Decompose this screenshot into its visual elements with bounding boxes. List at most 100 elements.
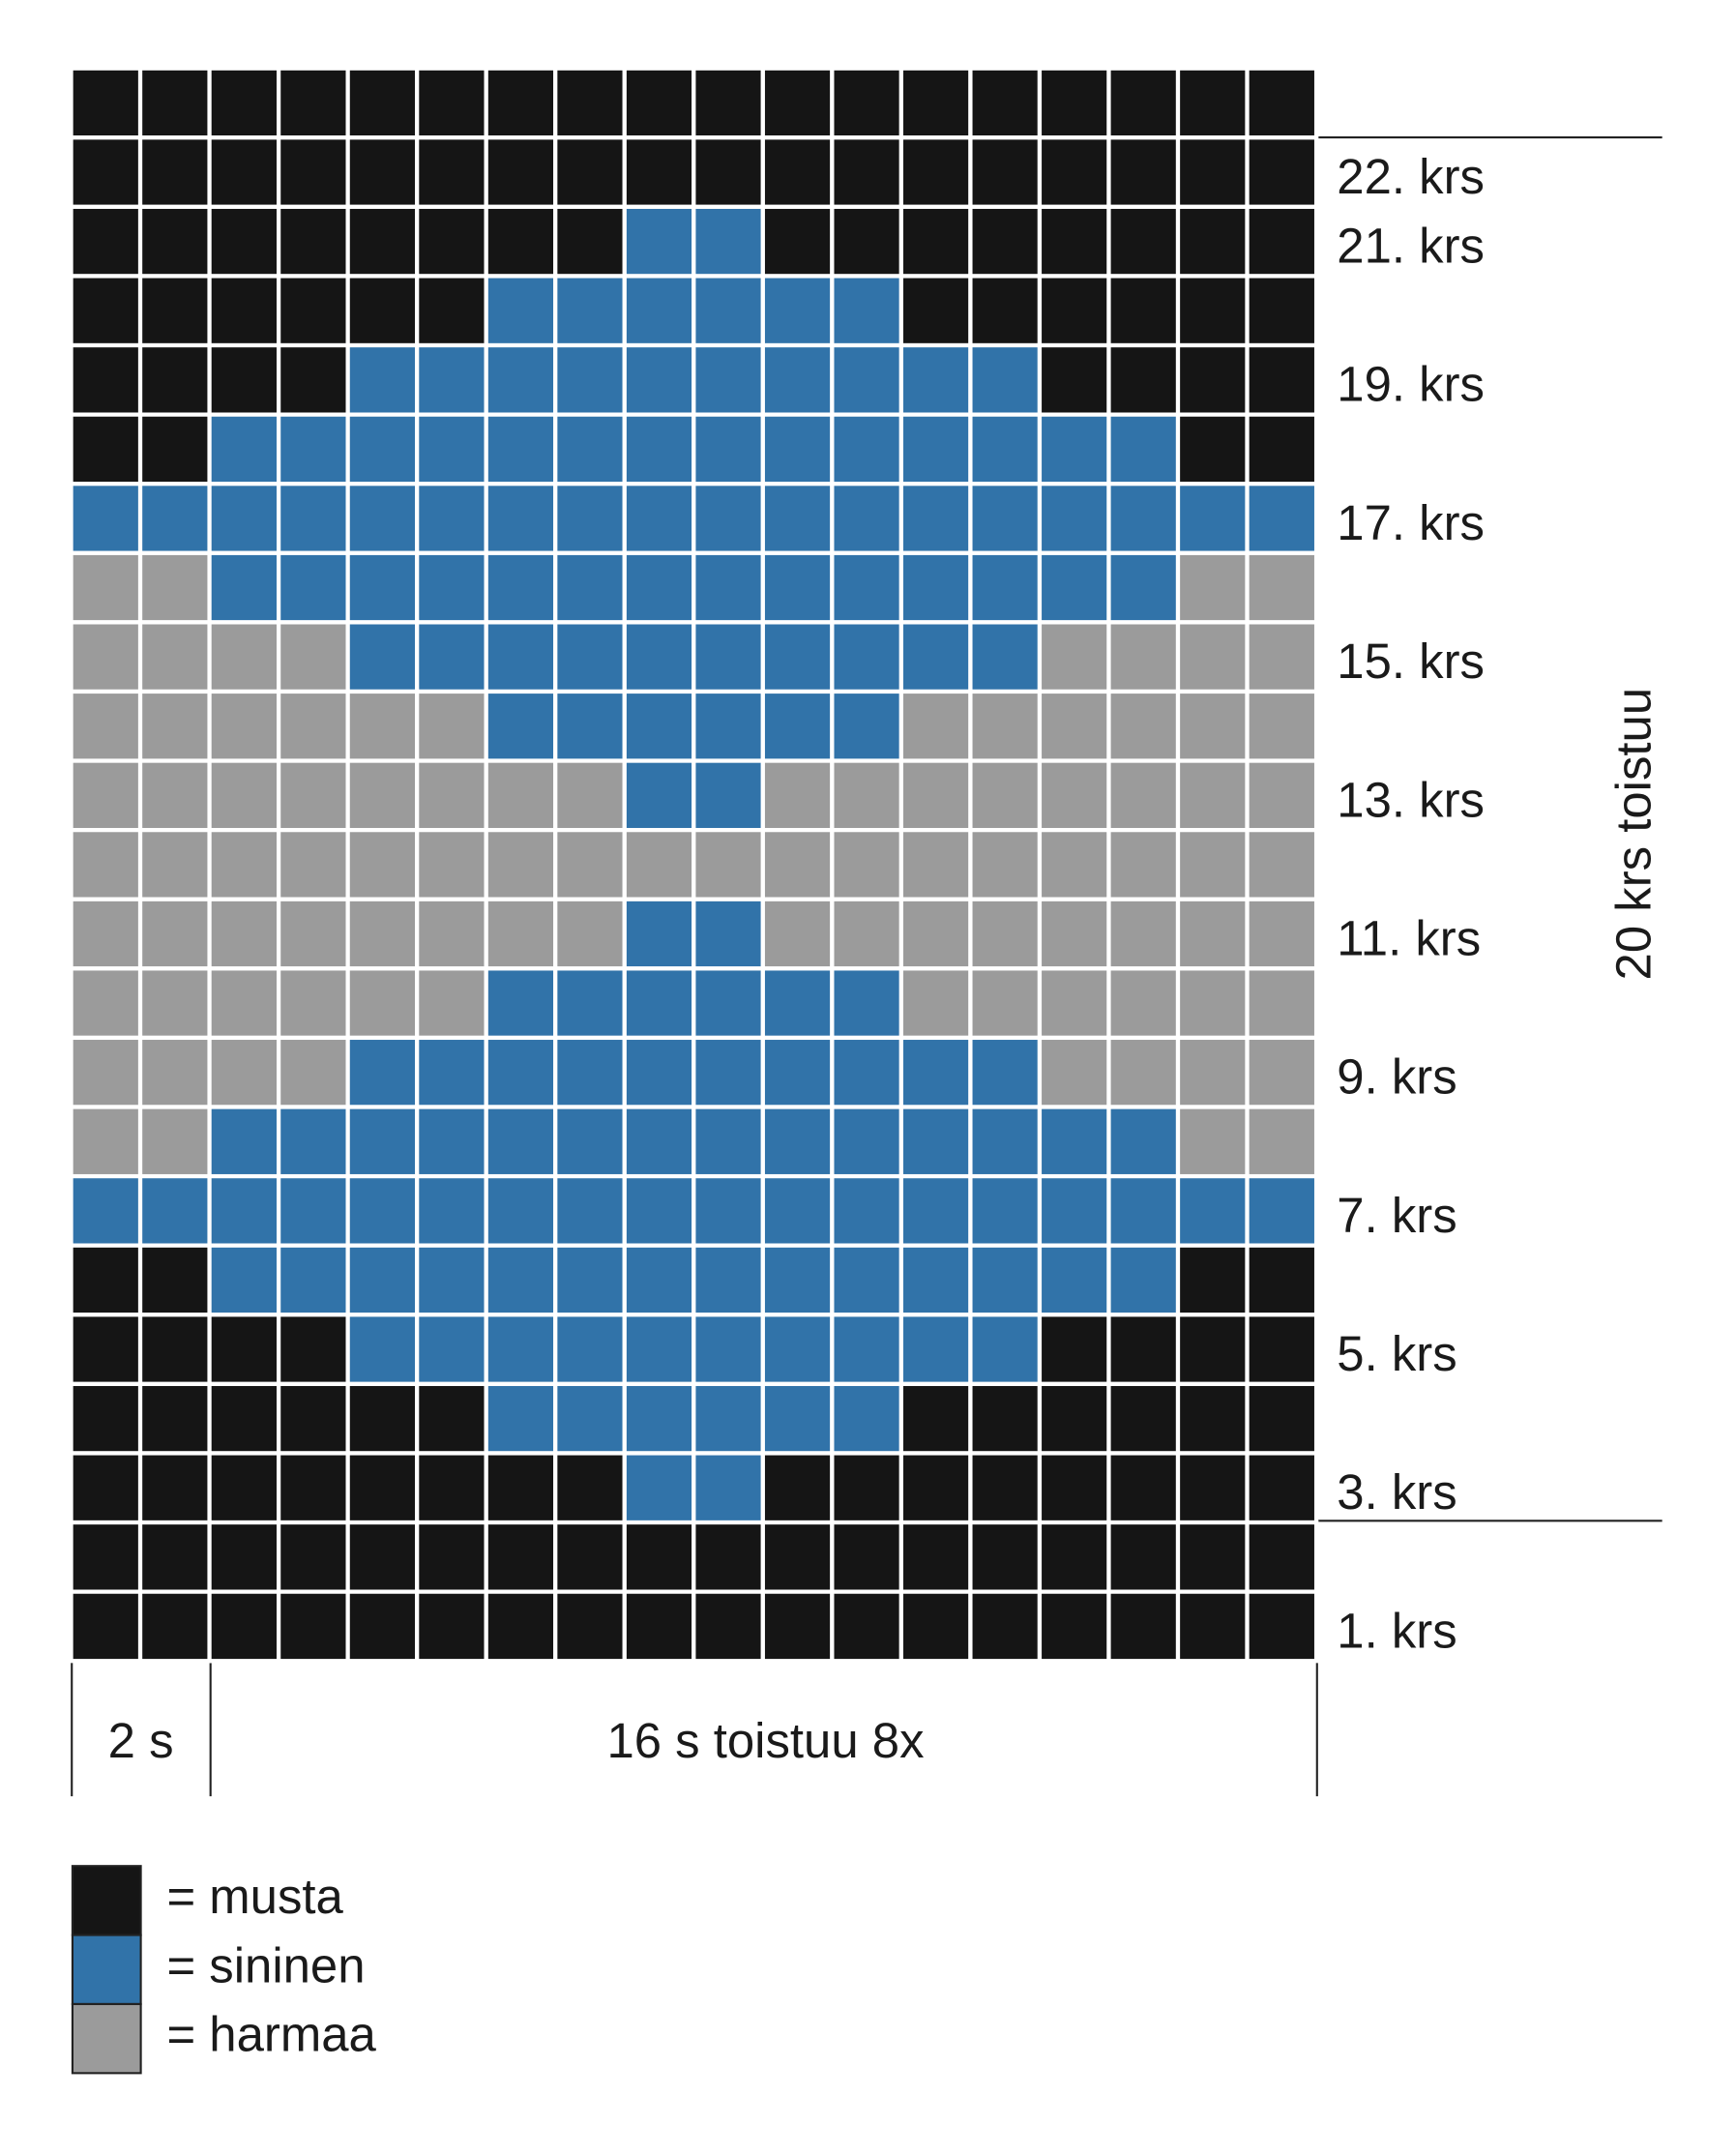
cell	[968, 1243, 1043, 1317]
cell	[1175, 966, 1250, 1041]
cell	[1245, 1035, 1319, 1109]
cell	[622, 1105, 696, 1179]
cell	[553, 482, 627, 555]
cell	[69, 620, 143, 694]
cell	[1106, 550, 1181, 625]
cell	[207, 274, 281, 348]
cell	[553, 274, 627, 348]
cell	[207, 412, 281, 487]
cell	[760, 274, 835, 348]
cell	[276, 342, 350, 417]
cell	[276, 1243, 350, 1317]
cell	[137, 412, 212, 487]
cell	[276, 689, 350, 763]
cell	[69, 897, 143, 971]
cell	[345, 1520, 420, 1594]
legend-label: = harmaa	[166, 2007, 376, 2062]
cell	[1037, 1589, 1111, 1664]
legend-swatch	[71, 2002, 142, 2075]
cell	[622, 135, 696, 209]
cell	[760, 1313, 835, 1386]
cell	[968, 1520, 1043, 1594]
cell	[207, 1035, 281, 1109]
cell	[898, 897, 973, 971]
cell	[622, 274, 696, 348]
cell	[276, 1035, 350, 1109]
cell	[207, 1381, 281, 1456]
cell	[415, 1313, 488, 1386]
cell	[691, 550, 765, 625]
cell	[1106, 620, 1181, 694]
cell	[207, 620, 281, 694]
cell	[69, 828, 143, 901]
cell	[898, 66, 973, 140]
cell	[69, 1313, 143, 1386]
cell	[345, 274, 420, 348]
cell	[69, 1520, 143, 1594]
cell	[415, 204, 488, 279]
cell	[276, 1381, 350, 1456]
cell	[415, 1105, 488, 1179]
cell	[691, 204, 765, 279]
cell	[484, 274, 558, 348]
cell	[69, 204, 143, 279]
cell	[207, 1173, 281, 1248]
cell	[1106, 1035, 1181, 1109]
cell	[345, 828, 420, 901]
cell	[1245, 135, 1319, 209]
cell	[1245, 1451, 1319, 1525]
cell	[898, 620, 973, 694]
cell	[622, 620, 696, 694]
cell	[484, 66, 558, 140]
cell	[760, 1105, 835, 1179]
cell	[1037, 66, 1111, 140]
cell	[1106, 689, 1181, 763]
cell	[415, 1451, 488, 1525]
cell	[1175, 689, 1250, 763]
cell	[898, 135, 973, 209]
cell	[898, 1243, 973, 1317]
cell	[691, 1313, 765, 1386]
cell	[968, 966, 1043, 1041]
cell	[415, 1035, 488, 1109]
cell	[276, 1173, 350, 1248]
cell	[415, 66, 488, 140]
cell	[1245, 689, 1319, 763]
cell	[276, 412, 350, 487]
cell	[1106, 1589, 1181, 1664]
cell	[1175, 897, 1250, 971]
cell	[1175, 135, 1250, 209]
cell	[830, 1381, 904, 1456]
legend-label: = sininen	[166, 1937, 365, 1993]
cell	[137, 689, 212, 763]
cell	[760, 1173, 835, 1248]
cell	[830, 1105, 904, 1179]
cell	[207, 1589, 281, 1664]
cell	[830, 966, 904, 1041]
cell	[830, 550, 904, 625]
row-label: 9. krs	[1337, 1049, 1456, 1105]
cell	[622, 897, 696, 971]
cell	[1037, 1313, 1111, 1386]
cell	[1245, 482, 1319, 555]
cell	[830, 1451, 904, 1525]
cell	[691, 1105, 765, 1179]
cell	[345, 1451, 420, 1525]
cell	[691, 1173, 765, 1248]
cell	[898, 828, 973, 901]
cell	[137, 966, 212, 1041]
cell	[760, 1381, 835, 1456]
cell	[137, 66, 212, 140]
cell	[622, 342, 696, 417]
cell	[345, 966, 420, 1041]
cell	[553, 1451, 627, 1525]
cell	[207, 689, 281, 763]
cell	[898, 274, 973, 348]
cell	[760, 1520, 835, 1594]
cell	[345, 1105, 420, 1179]
cell	[1106, 412, 1181, 487]
cell	[69, 966, 143, 1041]
cell	[345, 66, 420, 140]
cell	[968, 1589, 1043, 1664]
cell	[137, 274, 212, 348]
